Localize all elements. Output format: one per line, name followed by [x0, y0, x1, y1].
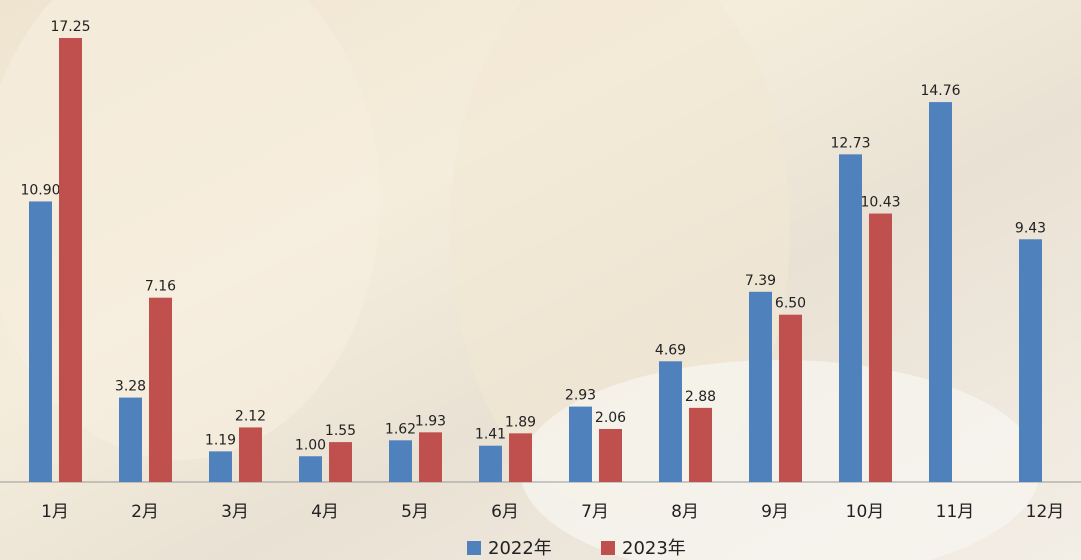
- bar: [839, 154, 862, 482]
- data-label: 10.90: [20, 182, 60, 198]
- legend-label: 2023年: [622, 538, 686, 559]
- data-label: 7.16: [145, 279, 176, 295]
- x-tick-label: 3月: [221, 502, 249, 522]
- x-tick-label: 5月: [401, 502, 429, 522]
- data-label: 7.39: [745, 273, 776, 289]
- x-tick-label: 8月: [671, 502, 699, 522]
- legend-label: 2022年: [488, 538, 552, 559]
- data-label: 1.89: [505, 414, 536, 430]
- data-label: 17.25: [50, 19, 90, 35]
- x-tick-label: 11月: [936, 502, 975, 522]
- bar: [29, 201, 52, 482]
- bar: [779, 315, 802, 482]
- bar: [659, 361, 682, 482]
- x-tick-label: 12月: [1026, 502, 1065, 522]
- data-label: 14.76: [920, 83, 960, 99]
- data-label: 6.50: [775, 296, 806, 312]
- bar: [479, 446, 502, 482]
- bar: [119, 398, 142, 482]
- bar: [389, 440, 412, 482]
- x-tick-label: 10月: [846, 502, 885, 522]
- bar: [329, 442, 352, 482]
- bar: [419, 432, 442, 482]
- data-label: 4.69: [655, 342, 686, 358]
- data-label: 1.93: [415, 413, 446, 429]
- x-tick-label: 2月: [131, 502, 159, 522]
- x-tick-label: 6月: [491, 502, 519, 522]
- data-label: 2.93: [565, 388, 596, 404]
- x-tick-label: 9月: [761, 502, 789, 522]
- bar: [929, 102, 952, 482]
- data-label: 2.06: [595, 410, 626, 426]
- bar: [149, 298, 172, 482]
- data-label: 2.12: [235, 408, 266, 424]
- bar: [209, 451, 232, 482]
- bar: [59, 38, 82, 482]
- x-tick-label: 7月: [581, 502, 609, 522]
- data-label: 1.62: [385, 421, 416, 437]
- chart: 1月10.9017.252月3.287.163月1.192.124月1.001.…: [0, 0, 1081, 560]
- bar: [1019, 239, 1042, 482]
- data-label: 9.43: [1015, 220, 1046, 236]
- data-label: 2.88: [685, 389, 716, 405]
- data-label: 1.00: [295, 437, 326, 453]
- bar: [509, 433, 532, 482]
- data-label: 10.43: [860, 195, 900, 211]
- data-label: 1.41: [475, 427, 506, 443]
- bar: [299, 456, 322, 482]
- bar: [599, 429, 622, 482]
- x-tick-label: 4月: [311, 502, 339, 522]
- data-label: 1.19: [205, 432, 236, 448]
- legend-swatch: [601, 541, 615, 555]
- bar: [749, 292, 772, 482]
- bar: [239, 427, 262, 482]
- bar: [569, 407, 592, 482]
- data-label: 12.73: [830, 135, 870, 151]
- bar: [869, 214, 892, 482]
- data-label: 1.55: [325, 423, 356, 439]
- legend-swatch: [467, 541, 481, 555]
- data-label: 3.28: [115, 379, 146, 395]
- bar: [689, 408, 712, 482]
- x-tick-label: 1月: [41, 502, 69, 522]
